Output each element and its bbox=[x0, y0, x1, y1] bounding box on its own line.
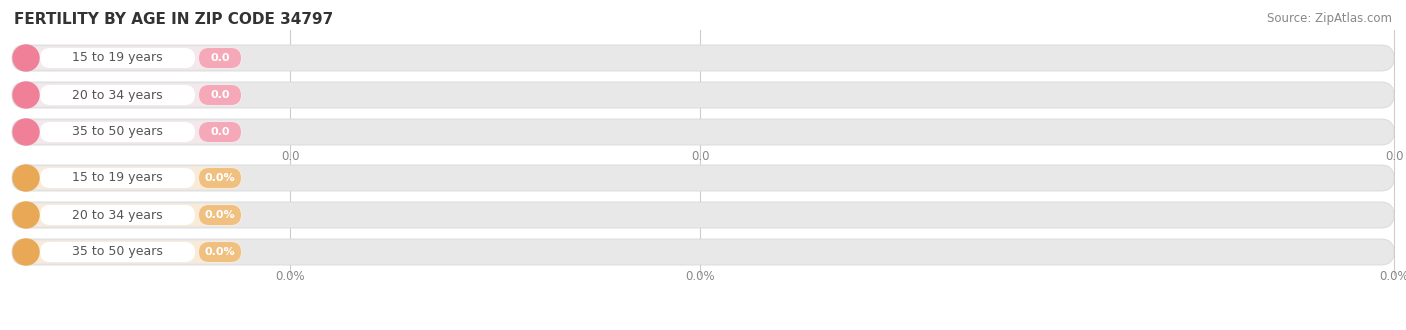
Text: 20 to 34 years: 20 to 34 years bbox=[72, 209, 163, 221]
FancyBboxPatch shape bbox=[13, 47, 242, 69]
Text: 0.0: 0.0 bbox=[211, 53, 229, 63]
FancyBboxPatch shape bbox=[200, 205, 240, 225]
FancyBboxPatch shape bbox=[200, 85, 240, 105]
FancyBboxPatch shape bbox=[13, 165, 1393, 191]
FancyBboxPatch shape bbox=[13, 167, 242, 189]
FancyBboxPatch shape bbox=[39, 168, 195, 188]
FancyBboxPatch shape bbox=[200, 242, 240, 262]
FancyBboxPatch shape bbox=[39, 242, 195, 262]
FancyBboxPatch shape bbox=[13, 239, 1393, 265]
FancyBboxPatch shape bbox=[200, 48, 240, 68]
Text: 0.0%: 0.0% bbox=[205, 210, 235, 220]
Text: 15 to 19 years: 15 to 19 years bbox=[72, 172, 163, 184]
Text: 0.0: 0.0 bbox=[211, 127, 229, 137]
Text: 0.0: 0.0 bbox=[211, 90, 229, 100]
Circle shape bbox=[13, 239, 39, 265]
Text: 0.0%: 0.0% bbox=[1379, 270, 1406, 283]
Text: 0.0%: 0.0% bbox=[276, 270, 305, 283]
FancyBboxPatch shape bbox=[13, 82, 1393, 108]
FancyBboxPatch shape bbox=[13, 45, 1393, 71]
Text: 0.0%: 0.0% bbox=[205, 173, 235, 183]
Text: 35 to 50 years: 35 to 50 years bbox=[72, 246, 163, 258]
Circle shape bbox=[13, 82, 39, 108]
FancyBboxPatch shape bbox=[13, 119, 1393, 145]
FancyBboxPatch shape bbox=[39, 85, 195, 105]
Text: 0.0%: 0.0% bbox=[205, 247, 235, 257]
FancyBboxPatch shape bbox=[200, 122, 240, 142]
Text: 0.0%: 0.0% bbox=[685, 270, 714, 283]
FancyBboxPatch shape bbox=[39, 48, 195, 68]
Text: 0.0: 0.0 bbox=[281, 150, 299, 163]
FancyBboxPatch shape bbox=[200, 168, 240, 188]
Text: 0.0: 0.0 bbox=[1385, 150, 1403, 163]
FancyBboxPatch shape bbox=[13, 204, 242, 226]
FancyBboxPatch shape bbox=[13, 121, 242, 143]
Circle shape bbox=[13, 119, 39, 145]
FancyBboxPatch shape bbox=[13, 202, 1393, 228]
Text: FERTILITY BY AGE IN ZIP CODE 34797: FERTILITY BY AGE IN ZIP CODE 34797 bbox=[14, 12, 333, 27]
Text: 15 to 19 years: 15 to 19 years bbox=[72, 51, 163, 64]
Circle shape bbox=[13, 165, 39, 191]
Text: 0.0: 0.0 bbox=[690, 150, 709, 163]
FancyBboxPatch shape bbox=[39, 122, 195, 142]
Circle shape bbox=[13, 45, 39, 71]
FancyBboxPatch shape bbox=[39, 205, 195, 225]
Circle shape bbox=[13, 202, 39, 228]
FancyBboxPatch shape bbox=[13, 84, 242, 106]
Text: Source: ZipAtlas.com: Source: ZipAtlas.com bbox=[1267, 12, 1392, 25]
Text: 20 to 34 years: 20 to 34 years bbox=[72, 88, 163, 102]
FancyBboxPatch shape bbox=[13, 241, 242, 263]
Text: 35 to 50 years: 35 to 50 years bbox=[72, 125, 163, 139]
